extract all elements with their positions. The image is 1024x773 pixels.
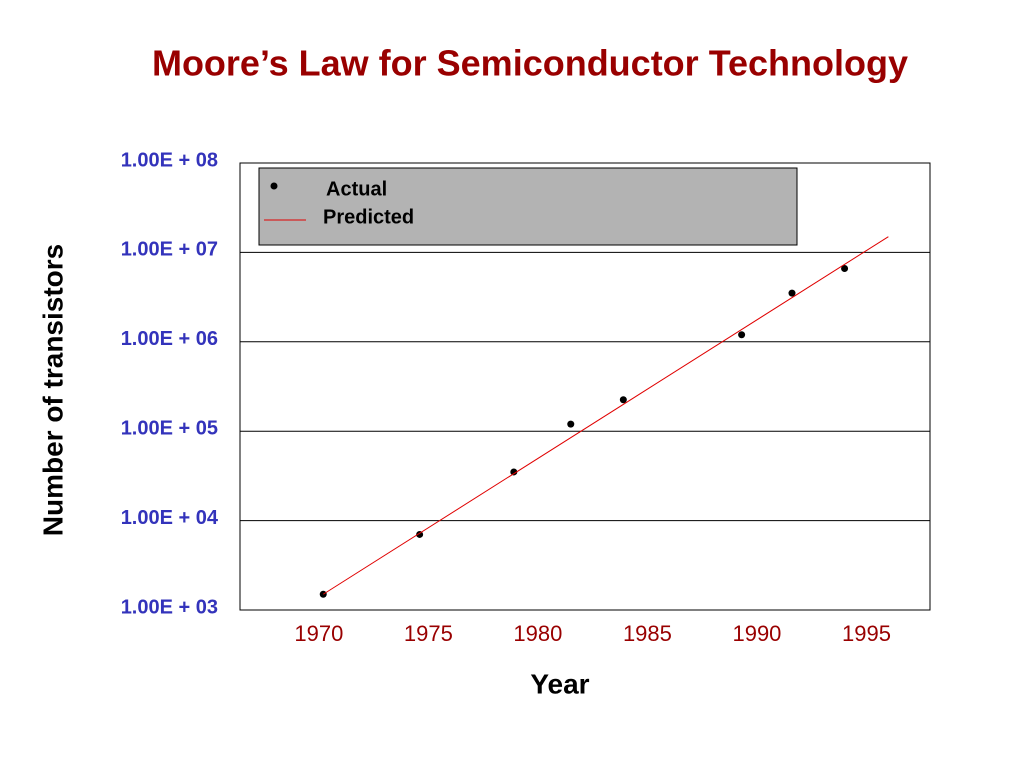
y-tick-label: 1.00E + 07 (121, 239, 218, 261)
chart-title: Moore’s Law for Semiconductor Technology (152, 43, 908, 84)
data-point (788, 289, 796, 297)
data-point (738, 331, 746, 339)
legend-label: Predicted (323, 206, 414, 228)
data-point (841, 265, 849, 273)
plot: 1.00E + 08 1.00E + 07 1.00E + 06 1.00E + 05… (121, 149, 930, 646)
x-axis-label: Year (530, 668, 589, 699)
x-tick-label: 1970 (294, 621, 343, 646)
legend-box (258, 167, 798, 246)
predicted-line (322, 236, 889, 595)
y-tick-label: 1.00E + 03 (121, 596, 218, 618)
x-tick-label: 1995 (842, 621, 891, 646)
data-point (567, 420, 575, 428)
x-tick-label: 1985 (623, 621, 672, 646)
y-axis-label: Number of transistors (37, 244, 68, 537)
data-point (510, 468, 518, 476)
x-tick-label: 1980 (513, 621, 562, 646)
y-tick-label: 1.00E + 08 (121, 149, 218, 171)
legend-marker (270, 182, 278, 190)
x-tick-label: 1990 (732, 621, 781, 646)
data-point (619, 396, 627, 404)
y-tick-label: 1.00E + 05 (121, 417, 218, 439)
x-tick-label: 1975 (404, 621, 453, 646)
legend: Actual Predicted (264, 178, 414, 228)
y-tick-label: 1.00E + 04 (121, 507, 219, 529)
y-tick-label: 1.00E + 06 (121, 328, 218, 350)
legend-label: Actual (326, 178, 387, 200)
